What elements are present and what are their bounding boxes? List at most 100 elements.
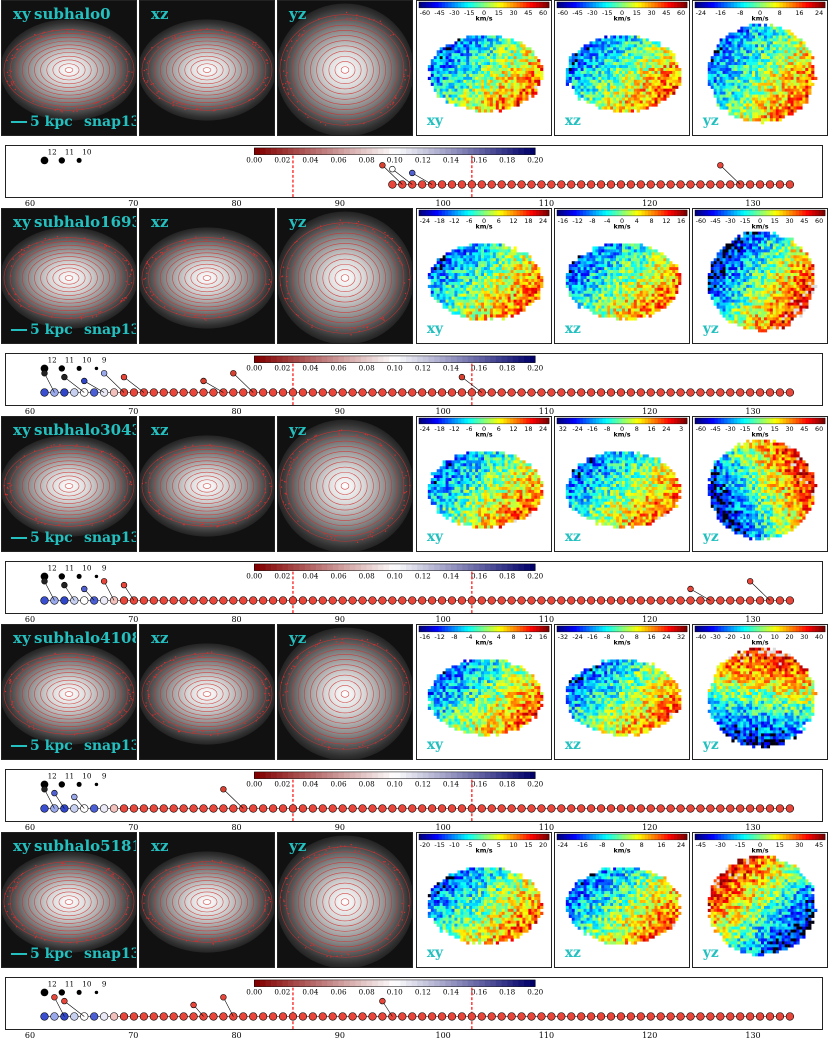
colorbar-tick: 15 [776, 841, 784, 849]
merger-colorbar-tick: 0.16 [471, 571, 487, 580]
view-label: xy [13, 631, 31, 646]
colorbar-tick: 30 [509, 9, 517, 17]
colorbar-tick: 15 [771, 425, 779, 433]
galaxy-row: xysubhalo518115 kpcsnap135xzyz-20-15-10-… [0, 832, 831, 1040]
view-label: yz [289, 215, 306, 230]
colorbar-tick: 12 [524, 633, 532, 641]
colorbar-tick: 60 [539, 9, 547, 17]
map-view-label: xz [565, 529, 581, 545]
map-view-label: yz [702, 945, 719, 961]
axis-tick: 80 [231, 199, 241, 208]
merger-colorbar-tick: 0.00 [246, 363, 262, 372]
colorbar-tick: 8 [650, 217, 654, 225]
colorbar-tick: -30 [710, 633, 720, 641]
density-panel-xz: xz [139, 832, 275, 968]
view-label: xy [13, 839, 31, 854]
snapshot-label: snap135 [84, 531, 137, 545]
map-view-label: xz [565, 113, 581, 129]
colorbar-unit: km/s [751, 847, 768, 855]
legend-number: 11 [65, 980, 74, 989]
subhalo-name: subhalo16937 [34, 215, 137, 230]
colorbar-tick: -8 [589, 217, 595, 225]
merger-colorbar-tick: 0.06 [331, 571, 347, 580]
map-view-label: yz [702, 529, 719, 545]
colorbar-tick: -12 [449, 425, 459, 433]
axis-tick: 130 [745, 199, 760, 208]
axis-tick: 110 [539, 615, 554, 624]
map-view-label: xz [565, 321, 581, 337]
colorbar-tick: 8 [512, 633, 516, 641]
axis-tick: 110 [539, 407, 554, 416]
colorbar-tick: 10 [509, 841, 517, 849]
merger-colorbar-tick: 0.10 [387, 987, 403, 996]
colorbar-tick: -15 [434, 841, 444, 849]
merger-colorbar-tick: 0.08 [359, 571, 375, 580]
subhalo-name: subhalo0 [34, 7, 111, 22]
merger-colorbar-tick: 0.14 [443, 987, 459, 996]
colorbar-tick: 20 [539, 841, 547, 849]
axis-tick: 90 [335, 823, 345, 832]
colorbar-tick: -24 [558, 841, 568, 849]
axis-tick: 60 [25, 615, 35, 624]
scale-bar [11, 121, 27, 123]
colorbar-tick: 24 [815, 9, 823, 17]
legend-number: 12 [48, 148, 57, 157]
scale-label: 5 kpc [30, 323, 73, 337]
colorbar-tick: -18 [434, 425, 444, 433]
view-label: xy [13, 423, 31, 438]
snapshot-label: snap135 [84, 947, 137, 961]
colorbar-tick: 16 [647, 425, 655, 433]
merger-colorbar-tick: 0.16 [471, 987, 487, 996]
colorbar-tick: 18 [524, 425, 532, 433]
colorbar-tick: 8 [635, 633, 639, 641]
colorbar-tick: 45 [662, 9, 670, 17]
colorbar-tick: 30 [785, 217, 793, 225]
merger-colorbar-tick: 0.12 [415, 571, 431, 580]
colorbar-unit: km/s [613, 15, 630, 23]
colorbar-tick: 24 [677, 841, 685, 849]
merger-colorbar-tick: 0.08 [359, 155, 375, 164]
merger-colorbar-tick: 0.18 [499, 987, 515, 996]
merger-colorbar-tick: 0.00 [246, 155, 262, 164]
colorbar-tick: -8 [604, 425, 610, 433]
colorbar-tick: -16 [577, 841, 587, 849]
density-panel-xy: xysubhalo518115 kpcsnap135 [1, 832, 137, 968]
merger-colorbar-tick: 0.02 [274, 571, 290, 580]
legend-number: 12 [48, 772, 57, 781]
colorbar-tick: -24 [420, 425, 430, 433]
density-panel-xz: xz [139, 208, 275, 344]
legend-number: 12 [48, 980, 57, 989]
colorbar-tick: -4 [466, 633, 472, 641]
axis-tick: 130 [745, 823, 760, 832]
colorbar-tick: 5 [497, 841, 501, 849]
colorbar-tick: 16 [795, 9, 803, 17]
axis-tick: 120 [642, 823, 657, 832]
axis-tick: 100 [436, 199, 451, 208]
view-label: xz [151, 839, 168, 854]
colorbar-tick: 15 [524, 841, 532, 849]
colorbar-tick: 12 [662, 217, 670, 225]
merger-colorbar-tick: 0.14 [443, 155, 459, 164]
subhalo-name: subhalo41088 [34, 631, 137, 646]
axis-tick: 120 [642, 615, 657, 624]
axis-tick: 60 [25, 199, 35, 208]
colorbar-tick: 4 [635, 217, 639, 225]
map-view-label: yz [702, 321, 719, 337]
